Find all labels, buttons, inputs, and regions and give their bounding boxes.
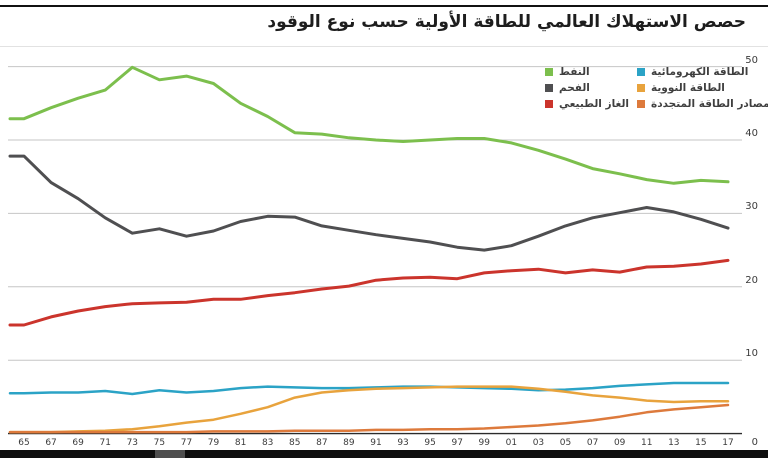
scrubber-handle[interactable]	[155, 450, 185, 458]
y-tick-label-40: 40	[745, 128, 758, 139]
x-tick-label-81: 81	[234, 438, 247, 448]
legend-label-hydroelectric: الطاقة الكهرومائية	[651, 66, 749, 78]
x-tick-label-83: 83	[261, 438, 274, 448]
y-tick-label-0: 0	[751, 437, 758, 448]
legend-label-renewables: مصادر الطاقة المتجددة	[651, 98, 768, 110]
y-tick-label-20: 20	[745, 274, 758, 286]
x-tick-label-95: 95	[424, 438, 436, 448]
x-tick-label-13: 13	[668, 438, 680, 448]
legend-swatch-hydroelectric	[637, 68, 645, 76]
legend-label-oil: النفط	[559, 66, 590, 78]
x-tick-label-75: 75	[153, 438, 166, 448]
x-tick-label-05: 05	[559, 438, 572, 448]
x-tick-label-01: 01	[505, 438, 518, 448]
legend-column-fuels: النفط الفحم الغاز الطبيعي	[545, 64, 629, 112]
legend-item-oil: النفط	[545, 64, 629, 80]
x-tick-label-69: 69	[72, 438, 84, 448]
series-line-natural-gas	[8, 258, 730, 327]
x-tick-label-11: 11	[641, 438, 653, 448]
x-tick-label-97: 97	[451, 438, 463, 448]
x-tick-label-79: 79	[207, 438, 220, 448]
line-chart	[8, 65, 742, 435]
series-line-coal	[8, 154, 730, 252]
legend-label-nuclear: الطاقة النووية	[651, 82, 725, 94]
legend-item-nuclear: الطاقة النووية	[637, 80, 768, 96]
x-tick-label-99: 99	[478, 438, 491, 448]
y-tick-label-10: 10	[745, 348, 758, 360]
x-tick-label-93: 93	[397, 438, 409, 448]
legend-item-renewables: مصادر الطاقة المتجددة	[637, 96, 768, 112]
top-divider-line	[0, 5, 768, 7]
x-tick-label-65: 65	[18, 438, 30, 448]
legend-swatch-natural-gas	[545, 100, 553, 108]
x-tick-label-73: 73	[126, 438, 139, 448]
x-tick-label-07: 07	[586, 438, 599, 448]
x-tick-label-91: 91	[370, 438, 382, 448]
legend-swatch-oil	[545, 68, 553, 76]
series-line-hydroelectric	[8, 381, 730, 396]
page-title: حصص الاستهلاك العالمي للطاقة الأولية حسب…	[267, 12, 746, 32]
x-tick-label-15: 15	[695, 438, 707, 448]
y-tick-label-50: 50	[745, 54, 758, 66]
legend-item-coal: الفحم	[545, 80, 629, 96]
header-divider-line	[0, 46, 768, 47]
x-tick-label-09: 09	[613, 438, 626, 448]
series-line-nuclear	[8, 385, 730, 434]
legend-item-natural-gas: الغاز الطبيعي	[545, 96, 629, 112]
x-tick-label-77: 77	[180, 438, 193, 448]
legend-label-coal: الفحم	[559, 82, 590, 94]
legend-column-power: الطاقة الكهرومائية الطاقة النووية مصادر ال…	[637, 64, 768, 112]
x-tick-label-87: 87	[316, 438, 328, 448]
bottom-media-bar[interactable]	[0, 450, 768, 458]
x-tick-label-67: 67	[45, 438, 57, 448]
series-line-renewables	[8, 403, 730, 434]
legend-swatch-renewables	[637, 100, 645, 108]
x-tick-label-89: 89	[343, 438, 355, 448]
x-tick-label-17: 17	[722, 438, 734, 448]
series-line-oil	[8, 65, 730, 185]
legend-label-natural-gas: الغاز الطبيعي	[559, 98, 630, 110]
legend-swatch-coal	[545, 84, 553, 92]
y-tick-label-30: 30	[745, 201, 758, 213]
x-tick-label-85: 85	[289, 438, 301, 448]
legend-item-hydroelectric: الطاقة الكهرومائية	[637, 64, 768, 80]
x-tick-label-03: 03	[532, 438, 545, 448]
legend-swatch-nuclear	[637, 84, 645, 92]
x-tick-label-71: 71	[99, 438, 111, 448]
